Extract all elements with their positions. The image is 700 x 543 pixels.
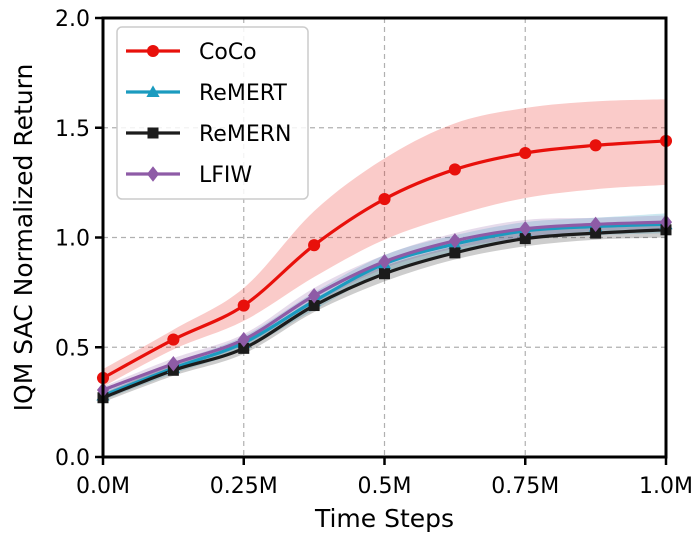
x-tick-label: 0.5M bbox=[358, 474, 412, 499]
legend-marker-coco bbox=[146, 44, 160, 58]
y-axis-label: IQM SAC Normalized Return bbox=[9, 64, 38, 412]
legend-label-remert: ReMERT bbox=[199, 81, 287, 106]
data-point-coco bbox=[589, 139, 602, 152]
x-tick-label: 0.75M bbox=[491, 474, 559, 499]
y-tick-label: 0.5 bbox=[55, 336, 90, 361]
legend-label-lfiw: LFIW bbox=[199, 163, 252, 188]
x-tick-label: 1.0M bbox=[639, 474, 693, 499]
data-point-lfiw bbox=[448, 233, 461, 249]
data-point-coco bbox=[167, 333, 180, 346]
legend-marker-lfiw bbox=[146, 166, 160, 182]
data-point-coco bbox=[308, 239, 321, 252]
x-tick-label: 0.25M bbox=[210, 474, 278, 499]
data-point-remern bbox=[308, 300, 320, 312]
data-point-lfiw bbox=[237, 331, 250, 348]
data-point-remern bbox=[590, 227, 602, 239]
legend: CoCo ReMERT ReMERN LFIW bbox=[116, 26, 309, 200]
legend-marker-remert bbox=[146, 85, 160, 97]
data-point-lfiw bbox=[589, 216, 602, 233]
y-tick-label: 0.0 bbox=[55, 446, 90, 471]
x-axis-label: Time Steps bbox=[314, 504, 454, 533]
legend-label-remern: ReMERN bbox=[199, 122, 291, 147]
legend-marker-remern bbox=[147, 127, 159, 139]
x-tick-label: 0.0M bbox=[76, 474, 130, 499]
band-remern bbox=[103, 222, 666, 403]
data-point-coco bbox=[237, 299, 250, 312]
y-tick-label: 1.0 bbox=[55, 227, 90, 252]
data-point-lfiw bbox=[519, 221, 532, 237]
y-tick-label: 2.0 bbox=[55, 7, 90, 32]
data-point-lfiw bbox=[378, 253, 391, 270]
data-point-remern bbox=[449, 247, 461, 259]
data-point-coco bbox=[378, 193, 391, 206]
data-point-remern bbox=[238, 342, 250, 354]
legend-label-coco: CoCo bbox=[199, 40, 257, 65]
data-point-coco bbox=[519, 146, 532, 160]
y-tick-label: 1.5 bbox=[55, 117, 90, 142]
data-point-lfiw bbox=[167, 356, 180, 372]
band-coco bbox=[103, 99, 666, 387]
data-point-lfiw bbox=[308, 287, 321, 304]
axis-ticks: 0.0M 0.25M 0.5M 0.75M 1.0M 0.0 0.5 1.0 1.5 2.0 bbox=[55, 7, 693, 499]
data-point-remern bbox=[379, 268, 390, 280]
data-point-remern bbox=[519, 233, 531, 245]
legend-box bbox=[116, 26, 309, 200]
data-point-coco bbox=[448, 163, 461, 176]
